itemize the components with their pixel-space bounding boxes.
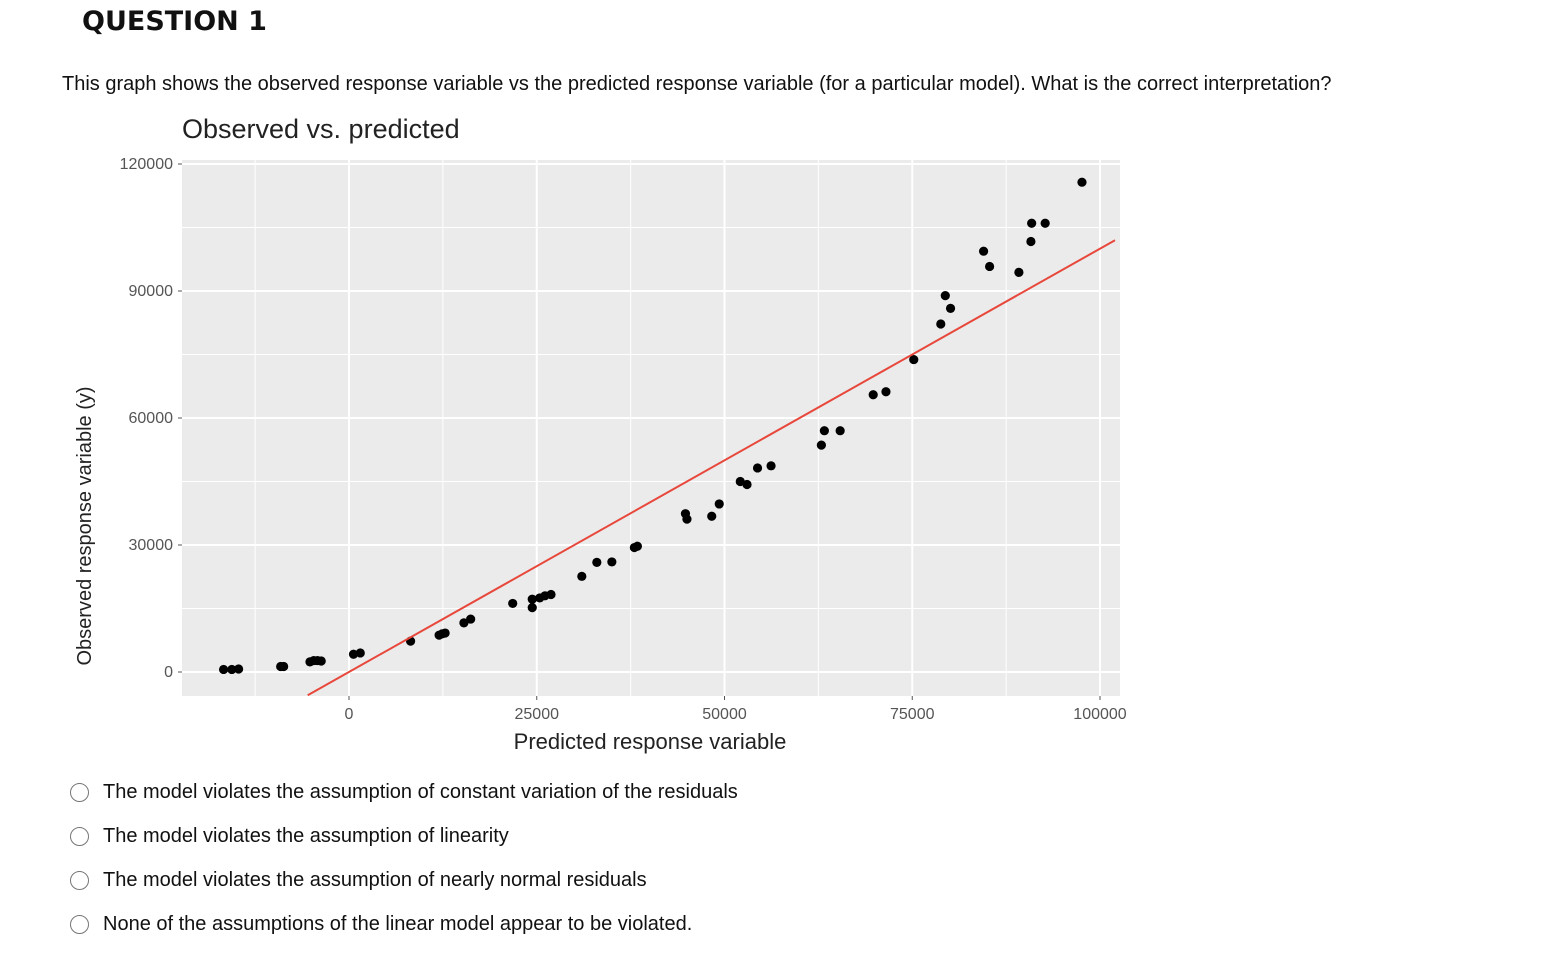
data-point (316, 656, 326, 666)
data-point (1026, 236, 1036, 247)
answer-options: The model violates the assumption of con… (70, 780, 738, 956)
option-linearity[interactable]: The model violates the assumption of lin… (70, 824, 738, 848)
axis-ticks (178, 163, 1101, 700)
x-axis-label: Predicted response variable (514, 729, 787, 754)
x-tick-label: 25000 (515, 706, 560, 723)
data-point (752, 463, 763, 473)
data-point (1040, 218, 1050, 228)
y-axis-label: Observed response variable (y) (74, 386, 96, 665)
data-point (682, 514, 692, 524)
y-tick-label: 60000 (129, 410, 174, 427)
radio-button[interactable] (70, 914, 89, 934)
option-none-violated[interactable]: None of the assumptions of the linear mo… (70, 912, 738, 936)
data-point (881, 387, 891, 397)
grid-major (182, 160, 1120, 696)
question-text: This graph shows the observed response v… (62, 73, 1332, 95)
data-point (816, 440, 826, 450)
data-point (1027, 218, 1037, 228)
data-point (607, 557, 617, 567)
data-point (527, 594, 537, 604)
data-point (440, 628, 450, 638)
option-constant-variation[interactable]: The model violates the assumption of con… (70, 780, 738, 804)
observed-vs-predicted-chart: Observed vs. predicted 0 25000 50000 75000 1… (74, 114, 1127, 754)
data-point (466, 614, 476, 624)
option-normal-residuals[interactable]: The model violates the assumption of nea… (70, 868, 738, 892)
option-label: The model violates the assumption of con… (103, 780, 738, 803)
data-point (234, 664, 244, 674)
data-point (218, 664, 229, 675)
y-tick-labels: 0 30000 60000 90000 120000 (120, 156, 173, 681)
data-point (279, 661, 289, 672)
option-label: None of the assumptions of the linear mo… (103, 912, 693, 935)
reference-line (307, 239, 1116, 697)
data-point (508, 598, 518, 609)
grid-minor (182, 160, 1120, 696)
data-point (936, 319, 946, 329)
data-point (766, 461, 776, 471)
x-tick-label: 50000 (702, 706, 747, 723)
chart-title: Observed vs. predicted (182, 114, 460, 144)
data-point (868, 390, 878, 400)
option-label: The model violates the assumption of nea… (103, 868, 647, 891)
data-point (577, 571, 587, 581)
data-point (1077, 177, 1087, 187)
plot-panel (182, 160, 1120, 696)
data-point (819, 426, 829, 436)
data-points (218, 177, 1087, 675)
y-tick-label: 120000 (120, 156, 173, 173)
data-point (527, 603, 537, 613)
data-point (714, 499, 724, 509)
option-label: The model violates the assumption of lin… (103, 824, 509, 847)
data-point (985, 261, 995, 272)
data-point (355, 648, 365, 658)
radio-button[interactable] (70, 826, 89, 846)
y-tick-label: 90000 (129, 283, 174, 300)
x-tick-label: 0 (345, 706, 354, 723)
x-tick-label: 100000 (1073, 706, 1126, 723)
y-tick-label: 30000 (129, 537, 174, 554)
data-point (978, 246, 989, 256)
data-point (459, 618, 469, 628)
question-title: QUESTION 1 (82, 6, 267, 37)
data-point (546, 589, 556, 600)
data-point (742, 479, 752, 490)
x-tick-labels: 0 25000 50000 75000 100000 (345, 706, 1127, 723)
data-point (945, 303, 956, 313)
data-point (909, 354, 919, 365)
data-point (632, 541, 642, 551)
data-point (707, 511, 717, 521)
data-point (940, 291, 950, 301)
x-tick-label: 75000 (890, 706, 935, 723)
data-point (592, 557, 602, 567)
y-tick-label: 0 (164, 664, 173, 681)
data-point (835, 426, 845, 436)
data-point (227, 664, 237, 675)
data-point (1014, 267, 1024, 277)
radio-button[interactable] (70, 782, 89, 802)
radio-button[interactable] (70, 870, 89, 890)
